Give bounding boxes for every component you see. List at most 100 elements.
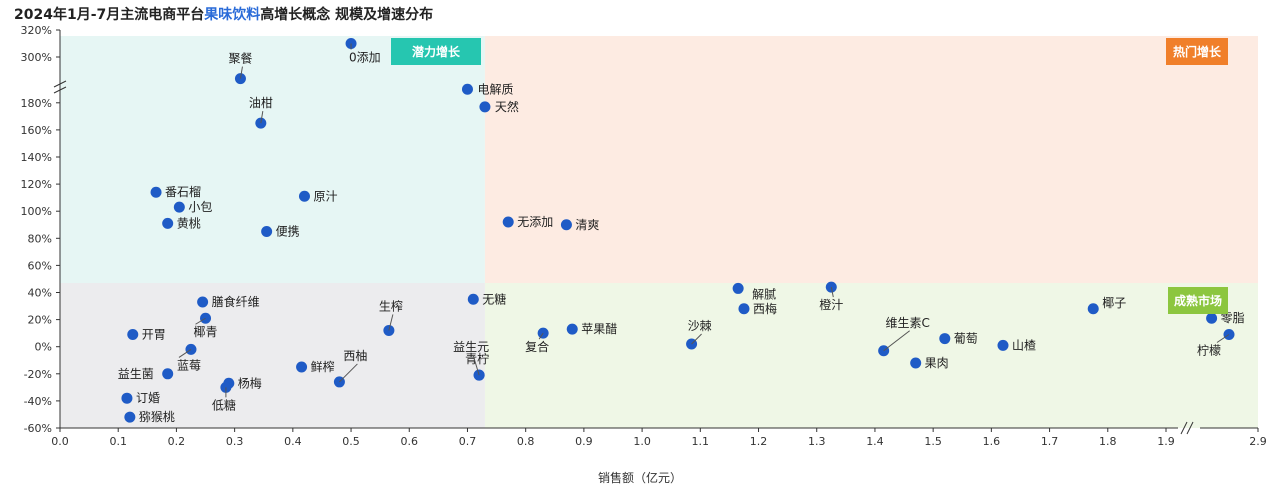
x-tick-label: 1.8 — [1099, 435, 1117, 448]
y-tick-label: 60% — [28, 259, 52, 272]
point-label: 杨梅 — [238, 375, 262, 390]
label-leader-line — [388, 314, 394, 331]
data-point — [1087, 303, 1099, 315]
y-tick-label: 0% — [35, 341, 52, 354]
label-leader-line — [195, 317, 206, 325]
label-leader-line — [239, 66, 243, 79]
point-label: 无糖 — [482, 291, 506, 306]
data-point — [732, 282, 744, 294]
point-label: 0添加 — [349, 51, 381, 65]
point-label: 蓝莓 — [177, 358, 201, 372]
label-leader-line — [830, 286, 834, 298]
point-label: 开胃 — [142, 328, 166, 342]
x-tick-label: 0.9 — [575, 435, 593, 448]
x-tick-label: 0.3 — [226, 435, 244, 448]
y-tick-label: 100% — [21, 205, 52, 218]
label-leader-line — [691, 333, 702, 345]
y-tick-label: -40% — [24, 395, 52, 408]
title-highlight: 果味饮料 — [204, 7, 261, 23]
quadrant-hot-label: 热门增长 — [1173, 44, 1222, 59]
data-point — [997, 339, 1009, 351]
quadrant-backgrounds — [60, 36, 1259, 428]
x-tick-label: 0.7 — [459, 435, 477, 448]
y-tick-label: 180% — [21, 97, 52, 110]
point-label: 青柠 — [465, 351, 489, 366]
x-tick-label: 1.7 — [1041, 435, 1059, 448]
point-label: 清爽 — [575, 218, 599, 232]
point-label: 西柚 — [343, 348, 367, 363]
data-point — [479, 101, 491, 113]
point-label: 鲜榨 — [311, 359, 335, 374]
data-point — [162, 368, 174, 380]
quadrant-potential-badge — [391, 38, 481, 65]
point-label: 解腻 — [752, 287, 776, 301]
point-label: 椰青 — [194, 324, 218, 339]
label-leader-line — [883, 330, 910, 352]
y-tick-label: 320% — [21, 24, 52, 37]
data-point — [124, 411, 136, 423]
point-label: 油柑 — [249, 95, 273, 110]
quadrant-mature-badge — [1168, 287, 1228, 314]
point-label: 益生元 — [453, 340, 489, 354]
y-tick-label: 80% — [28, 232, 52, 245]
y-tick-label: 160% — [21, 124, 52, 137]
data-point — [738, 303, 750, 315]
data-point — [461, 83, 473, 95]
x-tick-label: 1.6 — [983, 435, 1001, 448]
quadrant-hot-bg — [484, 36, 1259, 284]
data-point — [296, 361, 308, 373]
x-tick-label: 1.4 — [866, 435, 884, 448]
x-tick-label: 0.5 — [342, 435, 360, 448]
x-tick-label: 0.6 — [401, 435, 419, 448]
x-tick-label: 0.4 — [284, 435, 302, 448]
x-tick-label: 0.1 — [109, 435, 127, 448]
data-point — [560, 219, 572, 231]
quadrant-hot-badge — [1166, 38, 1228, 65]
label-leader-line — [1216, 334, 1230, 343]
x-tick-label: 1.2 — [750, 435, 768, 448]
point-label: 聚餐 — [228, 51, 252, 66]
label-leader-line — [538, 332, 544, 340]
label-leader-line — [260, 111, 264, 124]
y-axis-break-mark — [53, 80, 67, 88]
point-label: 葡萄 — [954, 332, 978, 346]
y-axis-break-mark — [53, 86, 67, 94]
y-tick-label: -60% — [24, 422, 52, 435]
point-label: 苹果醋 — [581, 321, 617, 336]
point-label: 无添加 — [517, 215, 553, 229]
x-axis-title: 销售额（亿元） — [598, 470, 682, 485]
y-tick-label: 140% — [21, 151, 52, 164]
quadrant-potential-label: 潜力增长 — [412, 44, 461, 59]
y-tick-label: -20% — [24, 368, 52, 381]
y-tick-label: 40% — [28, 287, 52, 300]
point-label: 果肉 — [925, 356, 949, 370]
point-label: 西梅 — [753, 301, 777, 316]
point-label: 柠檬 — [1197, 343, 1221, 358]
x-tick-label: 0.8 — [517, 435, 535, 448]
point-label: 橙汁 — [819, 297, 843, 312]
point-label: 番石榴 — [165, 185, 201, 199]
y-tick-label: 300% — [21, 51, 52, 64]
point-label: 天然 — [495, 99, 519, 114]
point-label: 维生素C — [885, 316, 929, 330]
point-label: 益生菌 — [118, 367, 154, 381]
data-point — [173, 201, 185, 213]
point-label: 山楂 — [1012, 338, 1036, 352]
axes: 0.0 0.1 0.2 0.3 0.4 0.5 0.6 0.7 0.8 0.9 1.0 1.1 1.2 1… — [21, 24, 1267, 485]
point-label: 电解质 — [477, 82, 513, 96]
x-tick-label: 0.0 — [51, 435, 69, 448]
point-label: 小包 — [188, 200, 212, 214]
point-label: 低糖 — [212, 397, 236, 412]
x-axis-break-mark — [1180, 421, 1188, 435]
data-point — [910, 357, 922, 369]
quadrant-mature-bg — [484, 283, 1259, 428]
x-tick-label: 1.3 — [808, 435, 826, 448]
data-point — [197, 296, 209, 308]
data-point — [502, 216, 514, 228]
data-point — [127, 329, 139, 341]
data-point — [566, 323, 578, 335]
